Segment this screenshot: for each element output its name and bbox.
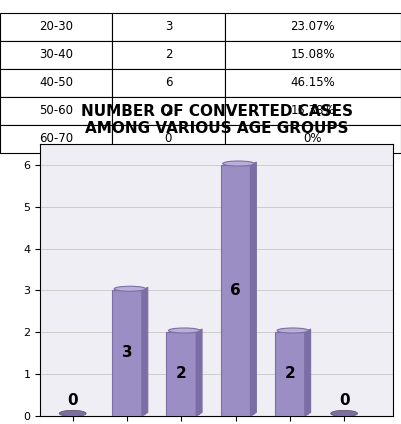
Text: 0: 0 [165,132,172,145]
Ellipse shape [223,411,254,416]
Bar [275,332,305,416]
Text: 3: 3 [122,346,132,360]
Text: 6: 6 [165,76,172,89]
Polygon shape [196,329,202,416]
Title: NUMBER OF CONVERTED CASES
AMONG VARIOUS AGE GROUPS: NUMBER OF CONVERTED CASES AMONG VARIOUS … [81,103,352,136]
Text: 2: 2 [165,48,172,61]
Text: 0%: 0% [304,132,322,145]
Polygon shape [251,162,256,416]
Ellipse shape [277,328,308,333]
Text: 30-40: 30-40 [39,48,73,61]
Text: 23.07%: 23.07% [290,20,335,33]
Bar [221,165,251,416]
Bar [0,13,112,41]
Text: 6: 6 [230,283,241,298]
Text: 15.08%: 15.08% [291,48,335,61]
Bar [0,41,112,69]
Ellipse shape [168,328,200,333]
Text: 0: 0 [339,393,349,408]
Bar [0,69,112,97]
Text: 50-60: 50-60 [39,104,73,117]
Bar [112,41,225,69]
Ellipse shape [223,161,254,166]
Bar [225,13,401,41]
Bar [112,13,225,41]
Ellipse shape [114,286,146,291]
Bar [112,97,225,125]
Bar [0,97,112,125]
Bar [225,41,401,69]
Text: 2: 2 [284,366,295,381]
Text: 15.38%: 15.38% [291,104,335,117]
Ellipse shape [331,410,358,416]
Text: 2: 2 [176,366,186,381]
Ellipse shape [168,411,200,416]
Bar [112,125,225,153]
Ellipse shape [59,410,86,416]
Polygon shape [305,329,311,416]
Text: 40-50: 40-50 [39,76,73,89]
Text: 46.15%: 46.15% [290,76,335,89]
Text: 0: 0 [67,393,78,408]
Text: 2: 2 [165,104,172,117]
Polygon shape [142,287,148,416]
Bar [112,69,225,97]
Bar [225,69,401,97]
Ellipse shape [114,411,146,416]
Bar [225,125,401,153]
Bar [225,97,401,125]
Text: 60-70: 60-70 [39,132,73,145]
Text: 3: 3 [165,20,172,33]
Bar [0,125,112,153]
Ellipse shape [277,411,308,416]
Bar [112,290,142,416]
Bar [166,332,196,416]
Text: 20-30: 20-30 [39,20,73,33]
